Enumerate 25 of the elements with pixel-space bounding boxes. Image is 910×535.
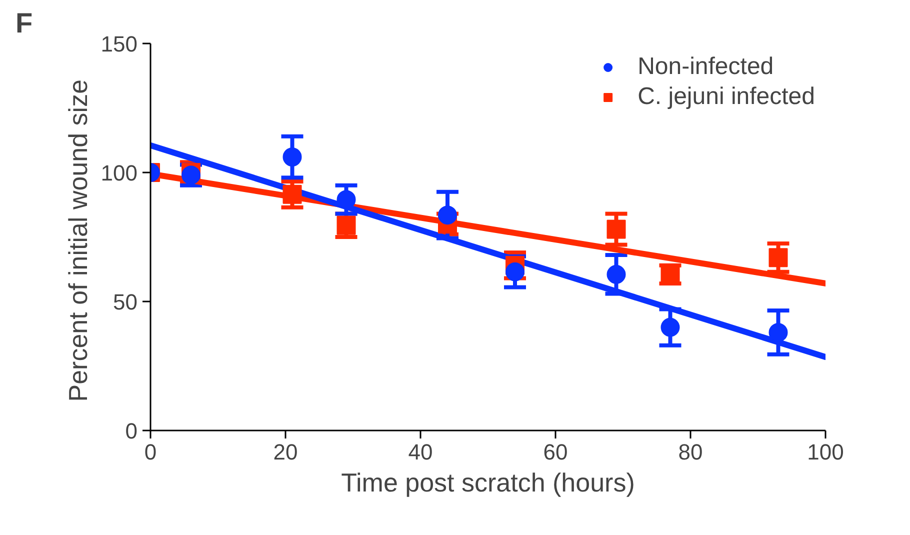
point	[660, 318, 680, 337]
point	[282, 148, 302, 166]
legend-label: C. jejuni infected	[638, 83, 815, 111]
point	[606, 220, 626, 239]
x-tick-label: 40	[408, 440, 433, 464]
y-tick-label: 100	[100, 160, 138, 186]
x-tick-label: 80	[678, 440, 703, 464]
text: F	[16, 8, 33, 38]
y-tick-label: 150	[100, 32, 138, 56]
x-axis-title: Time post scratch (hours)	[341, 468, 635, 498]
point	[768, 322, 788, 342]
point	[282, 184, 302, 204]
y-tick-label: 0	[125, 418, 138, 444]
point	[438, 206, 457, 225]
legend-label: Non-infected	[638, 53, 774, 81]
y-axis-title: Percent of initial wound size	[62, 79, 93, 402]
x-tick-label: 20	[273, 440, 298, 464]
point	[606, 264, 626, 284]
point	[506, 262, 524, 282]
x-tick-label: 60	[543, 440, 568, 464]
x-tick-label: 100	[807, 440, 844, 464]
point	[336, 216, 356, 235]
point	[768, 248, 788, 268]
y-tick-label: 50	[113, 290, 138, 314]
x-tick-label: 0	[144, 440, 157, 464]
